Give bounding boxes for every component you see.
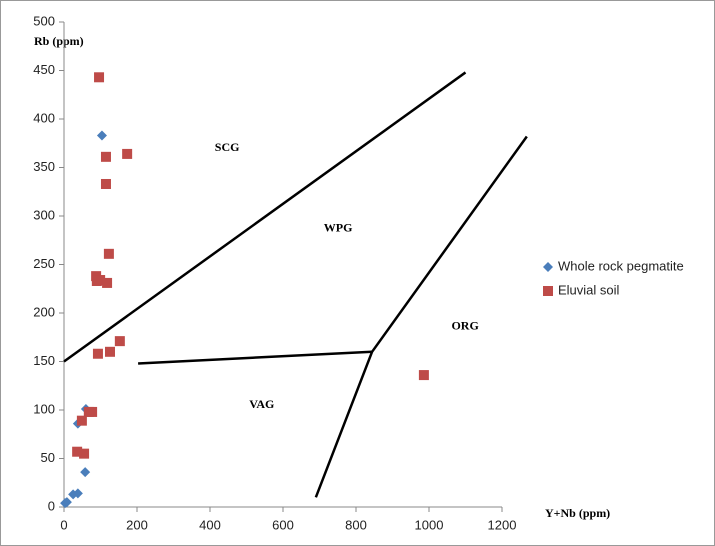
- point: [91, 275, 102, 286]
- legend-label: Whole rock pegmatite: [558, 258, 684, 273]
- point: [103, 248, 114, 259]
- x-tick-label: 1000: [415, 517, 444, 532]
- point: [114, 336, 125, 347]
- field-boundary: [63, 71, 467, 363]
- point: [122, 148, 133, 159]
- point: [79, 448, 90, 459]
- point: [102, 277, 113, 288]
- point: [72, 446, 83, 457]
- y-tick-label: 450: [33, 62, 55, 77]
- point: [104, 346, 115, 357]
- field-label: VAG: [249, 397, 274, 411]
- point: [418, 370, 429, 381]
- point: [100, 151, 111, 162]
- x-tick-label: 400: [199, 517, 221, 532]
- x-tick-label: 800: [345, 517, 367, 532]
- legend-label: Eluvial soil: [558, 282, 620, 297]
- field-boundary: [314, 135, 528, 498]
- field-label: SCG: [215, 140, 240, 154]
- x-tick-label: 600: [272, 517, 294, 532]
- field-label: ORG: [451, 318, 478, 332]
- y-axis-label: Rb (ppm): [34, 34, 84, 48]
- y-tick-label: 500: [33, 13, 55, 28]
- point: [96, 130, 107, 141]
- field-boundary: [138, 350, 373, 365]
- y-tick-label: 100: [33, 401, 55, 416]
- x-tick-label: 0: [60, 517, 67, 532]
- point: [61, 497, 72, 508]
- y-tick-label: 300: [33, 207, 55, 222]
- point: [76, 415, 87, 426]
- point: [94, 72, 105, 83]
- y-tick-label: 0: [48, 498, 55, 513]
- x-axis-label: Y+Nb (ppm): [545, 506, 610, 520]
- y-tick-label: 150: [33, 353, 55, 368]
- field-label: WPG: [324, 220, 353, 234]
- point: [92, 348, 103, 359]
- point: [100, 178, 111, 189]
- y-tick-label: 200: [33, 304, 55, 319]
- point: [83, 406, 94, 417]
- point: [80, 467, 91, 478]
- y-tick-label: 350: [33, 159, 55, 174]
- x-tick-label: 200: [126, 517, 148, 532]
- legend-marker: [543, 286, 553, 296]
- point: [72, 488, 83, 499]
- y-tick-label: 400: [33, 110, 55, 125]
- legend-marker: [543, 262, 553, 272]
- y-tick-label: 250: [33, 256, 55, 271]
- y-tick-label: 50: [41, 450, 55, 465]
- x-tick-label: 1200: [488, 517, 517, 532]
